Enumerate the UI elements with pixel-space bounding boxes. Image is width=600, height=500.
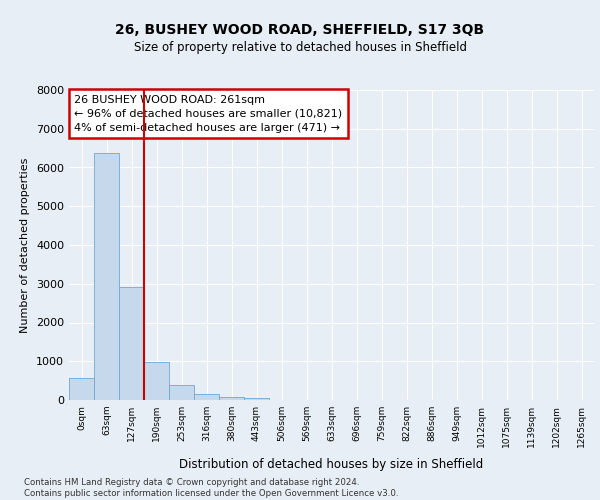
Bar xyxy=(94,153,119,400)
Bar xyxy=(119,287,144,400)
X-axis label: Distribution of detached houses by size in Sheffield: Distribution of detached houses by size … xyxy=(179,458,484,471)
Y-axis label: Number of detached properties: Number of detached properties xyxy=(20,158,31,332)
Text: 26, BUSHEY WOOD ROAD, SHEFFIELD, S17 3QB: 26, BUSHEY WOOD ROAD, SHEFFIELD, S17 3QB xyxy=(115,22,485,36)
Bar xyxy=(244,398,269,400)
Bar xyxy=(69,378,94,400)
Bar xyxy=(219,397,244,400)
Bar xyxy=(194,394,219,400)
Text: Size of property relative to detached houses in Sheffield: Size of property relative to detached ho… xyxy=(133,41,467,54)
Text: 26 BUSHEY WOOD ROAD: 261sqm
← 96% of detached houses are smaller (10,821)
4% of : 26 BUSHEY WOOD ROAD: 261sqm ← 96% of det… xyxy=(74,94,343,132)
Bar xyxy=(144,362,169,400)
Bar xyxy=(169,386,194,400)
Text: Contains HM Land Registry data © Crown copyright and database right 2024.
Contai: Contains HM Land Registry data © Crown c… xyxy=(24,478,398,498)
